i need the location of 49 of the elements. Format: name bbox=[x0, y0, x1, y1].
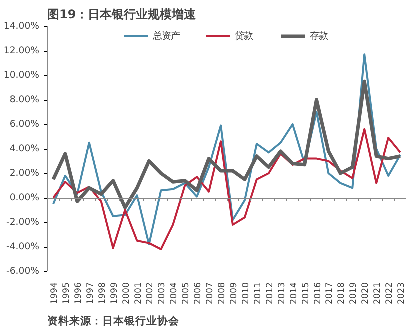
x-tick-label: 2005 bbox=[182, 282, 192, 305]
x-tick-label: 2012 bbox=[265, 282, 276, 305]
legend-label: 总资产 bbox=[153, 30, 180, 42]
y-tick-label: 14.00% bbox=[4, 21, 40, 32]
line-series bbox=[52, 128, 402, 250]
x-tick-label: 1997 bbox=[86, 282, 96, 305]
y-tick-label: 2.00% bbox=[10, 168, 40, 179]
x-tick-label: 2003 bbox=[158, 282, 168, 305]
y-tick-label: 4.00% bbox=[10, 144, 40, 154]
y-tick-label: 8.00% bbox=[10, 94, 40, 106]
y-tick-label: -6.00% bbox=[6, 266, 40, 277]
x-tick-label: 2002 bbox=[146, 282, 156, 305]
x-tick-label: 2011 bbox=[253, 282, 264, 305]
x-tick-label: 1999 bbox=[110, 282, 120, 305]
x-tick-label: 1995 bbox=[62, 282, 72, 305]
x-tick-label: 2010 bbox=[241, 282, 252, 305]
chart-title: 图19：日本银行业规模增速 bbox=[48, 8, 198, 22]
x-tick-label: 2020 bbox=[361, 282, 372, 305]
x-tick-label: 2009 bbox=[229, 282, 240, 305]
x-tick-label: 2014 bbox=[289, 282, 300, 305]
x-tick-label: 2017 bbox=[325, 282, 336, 305]
y-tick-label: 0.00% bbox=[10, 192, 40, 204]
x-tick-label: 2021 bbox=[373, 282, 384, 305]
line-series bbox=[52, 80, 402, 210]
x-tick-label: 2019 bbox=[349, 282, 360, 305]
x-tick-label: 2001 bbox=[134, 282, 144, 305]
x-tick-label: 2000 bbox=[122, 282, 132, 305]
x-tick-label: 2013 bbox=[277, 282, 288, 305]
legend-label: 存款 bbox=[310, 30, 329, 42]
line-series bbox=[52, 54, 402, 246]
x-tick-label: 2004 bbox=[170, 282, 180, 305]
legend-label: 贷款 bbox=[235, 30, 254, 42]
x-tick-label: 2018 bbox=[337, 282, 348, 305]
y-tick-label: 6.00% bbox=[10, 119, 40, 130]
x-tick-label: 2007 bbox=[206, 282, 216, 305]
x-tick-label: 2015 bbox=[301, 282, 312, 305]
x-tick-label: 2008 bbox=[218, 282, 228, 305]
y-tick-label: 10.00% bbox=[4, 70, 40, 81]
x-tick-label: 1994 bbox=[50, 282, 60, 305]
x-tick-label: 2016 bbox=[313, 282, 324, 305]
y-tick-label: -4.00% bbox=[6, 242, 40, 252]
text: 资料来源：日本银行业协会 bbox=[48, 314, 180, 328]
x-tick-label: 2022 bbox=[385, 282, 396, 305]
x-tick-label: 1996 bbox=[74, 282, 84, 305]
x-tick-label: 2023 bbox=[397, 282, 408, 305]
x-tick-label: 2006 bbox=[194, 282, 204, 305]
x-tick-label: 1998 bbox=[98, 282, 108, 305]
y-tick-label: -2.00% bbox=[6, 217, 40, 228]
y-tick-label: 12.00% bbox=[4, 46, 40, 56]
